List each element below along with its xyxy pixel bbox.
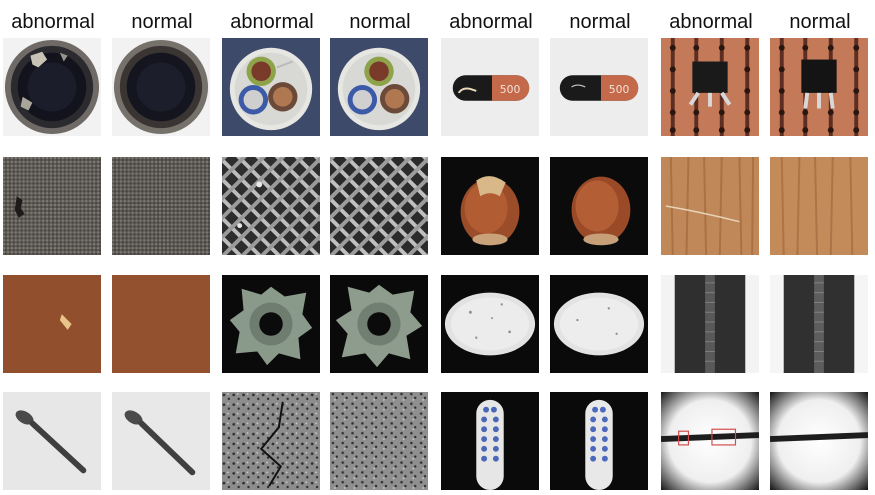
wood-normal-image	[770, 157, 868, 255]
screw-normal-image	[112, 392, 210, 490]
column-header-abnormal: abnormal	[11, 11, 95, 33]
column-header-abnormal: abnormal	[669, 11, 753, 33]
capsule-imprint-text: 500	[500, 83, 521, 96]
zipper-abnormal-image	[661, 275, 759, 373]
wood-abnormal-image	[661, 157, 759, 255]
capsule-imprint-text: 500	[609, 83, 630, 96]
transistor-abnormal-image	[661, 38, 759, 136]
zipper-normal-image	[770, 275, 868, 373]
metal-nut-abnormal-image	[222, 275, 320, 373]
toothbrush-abnormal-image	[441, 392, 539, 490]
cable-abnormal-image	[222, 38, 320, 136]
wire-normal-image	[770, 392, 868, 490]
column-header-normal: normal	[789, 11, 851, 33]
transistor-normal-image	[770, 38, 868, 136]
column-header-normal: normal	[569, 11, 631, 33]
grid-normal-image	[330, 157, 428, 255]
wire-abnormal-image	[661, 392, 759, 490]
toothbrush-normal-image	[550, 392, 648, 490]
column-header-normal: normal	[131, 11, 193, 33]
column-header-normal: normal	[349, 11, 411, 33]
carpet-abnormal-image	[3, 157, 101, 255]
carpet-normal-image	[112, 157, 210, 255]
column-header-abnormal: abnormal	[449, 11, 533, 33]
metal-nut-normal-image	[330, 275, 428, 373]
tile-normal-image	[330, 392, 428, 490]
screw-abnormal-image	[3, 392, 101, 490]
grid-abnormal-image	[222, 157, 320, 255]
hazelnut-normal-image	[550, 157, 648, 255]
leather-abnormal-image	[3, 275, 101, 373]
bottle-abnormal-image	[3, 38, 101, 136]
leather-normal-image	[112, 275, 210, 373]
pill-normal-image	[550, 275, 648, 373]
tile-abnormal-image	[222, 392, 320, 490]
capsule-normal-image: 500	[550, 38, 648, 136]
column-header-abnormal: abnormal	[230, 11, 314, 33]
hazelnut-abnormal-image	[441, 157, 539, 255]
cable-normal-image	[330, 38, 428, 136]
pill-abnormal-image	[441, 275, 539, 373]
bottle-normal-image	[112, 38, 210, 136]
capsule-abnormal-image: 500	[441, 38, 539, 136]
